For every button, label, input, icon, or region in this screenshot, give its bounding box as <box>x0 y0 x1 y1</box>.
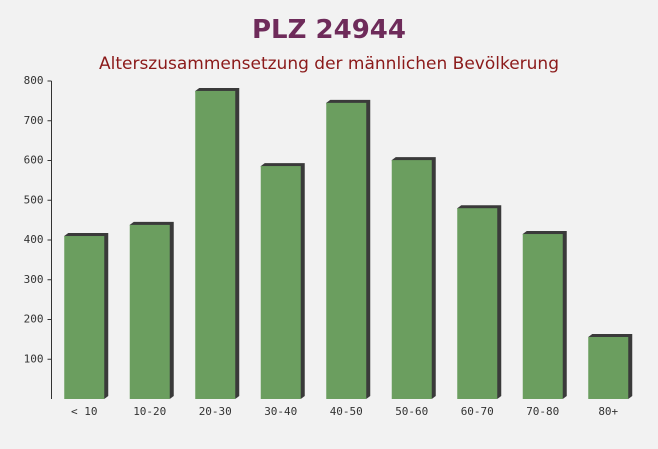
x-tick-label: 80+ <box>598 405 618 418</box>
y-tick-label: 200 <box>24 313 44 326</box>
y-tick-label: 100 <box>24 352 44 365</box>
x-tick-label: 30-40 <box>264 405 297 418</box>
chart-title: PLZ 24944 <box>252 15 406 45</box>
y-tick-label: 300 <box>24 273 44 286</box>
x-tick-label: 60-70 <box>461 405 494 418</box>
bar <box>457 208 498 399</box>
x-tick-label: 50-60 <box>395 405 428 418</box>
bar <box>522 234 563 399</box>
y-tick-label: 800 <box>24 74 44 87</box>
y-tick-label: 500 <box>24 193 44 206</box>
chart-subtitle: Alterszusammensetzung der männlichen Bev… <box>99 54 559 74</box>
bar <box>260 166 301 399</box>
x-tick-label: 20-30 <box>199 405 232 418</box>
bar <box>391 160 432 399</box>
x-tick-label: < 10 <box>71 405 98 418</box>
bar <box>326 102 367 400</box>
x-tick-label: 40-50 <box>330 405 363 418</box>
bar <box>195 90 236 399</box>
x-tick-label: 10-20 <box>133 405 166 418</box>
y-tick-label: 400 <box>24 233 44 246</box>
y-tick-label: 600 <box>24 154 44 167</box>
y-tick-label: 700 <box>24 114 44 127</box>
bar <box>588 336 629 399</box>
bar <box>64 236 105 399</box>
bar <box>129 224 170 399</box>
x-tick-label: 70-80 <box>526 405 559 418</box>
